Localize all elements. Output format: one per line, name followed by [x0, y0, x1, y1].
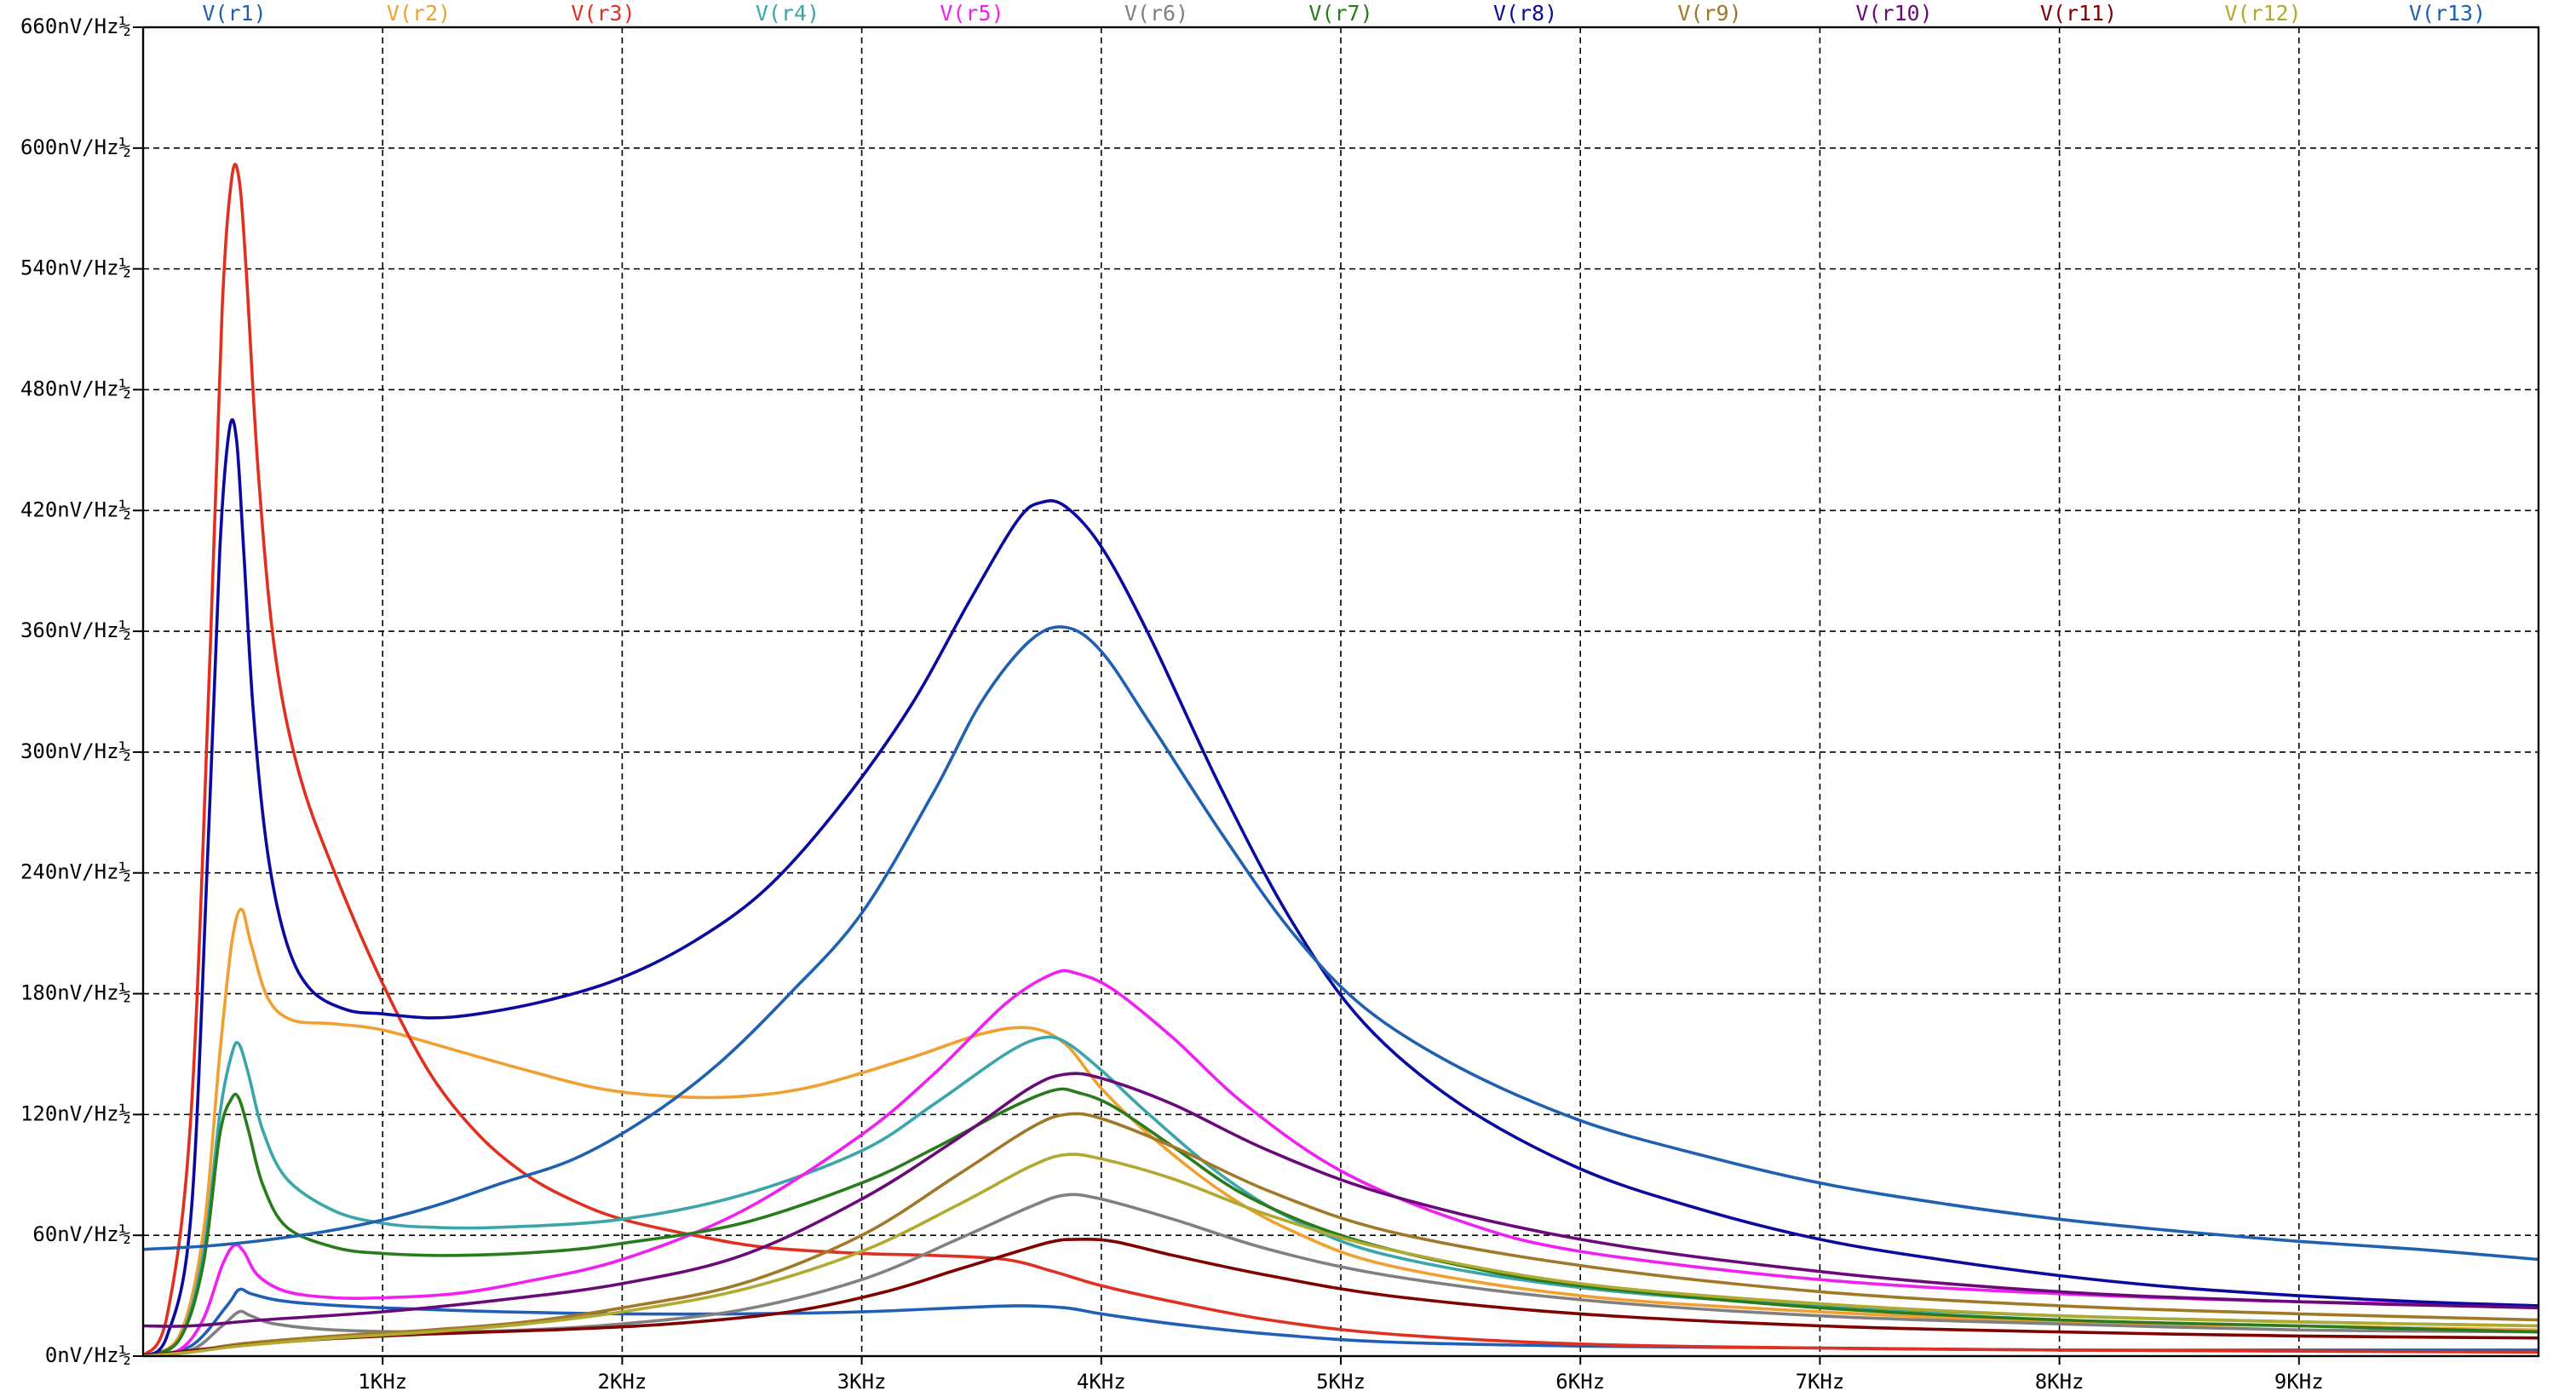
series-lines [143, 163, 2539, 1356]
x-tick-label: 1KHz [358, 1370, 407, 1394]
y-tick-label: 480nV/Hz½ [20, 377, 131, 400]
legend-entry-vr6[interactable]: V(r6) [1124, 1, 1188, 26]
y-tick-label: 240nV/Hz½ [20, 860, 131, 884]
y-tick-label: 660nV/Hz½ [20, 14, 131, 38]
y-tick-label: 420nV/Hz½ [20, 497, 131, 521]
legend-entry-vr7[interactable]: V(r7) [1308, 1, 1372, 26]
series-line-vr9 [143, 1112, 2539, 1356]
y-tick-label: 300nV/Hz½ [20, 739, 131, 763]
y-tick-label: 600nV/Hz½ [20, 135, 131, 159]
series-line-vr13 [143, 625, 2539, 1262]
legend-entry-vr8[interactable]: V(r8) [1493, 1, 1557, 26]
legend-entry-vr4[interactable]: V(r4) [756, 1, 819, 26]
series-line-vr11 [143, 1238, 2539, 1356]
series-line-vr5 [143, 969, 2539, 1356]
series-line-vr12 [143, 1153, 2539, 1356]
series-line-vr10 [143, 1072, 2539, 1328]
legend-entry-vr12[interactable]: V(r12) [2224, 1, 2301, 26]
legend-entry-vr11[interactable]: V(r11) [2040, 1, 2117, 26]
grid [143, 27, 2539, 1356]
legend-entry-vr13[interactable]: V(r13) [2409, 1, 2486, 26]
series-line-vr2 [143, 907, 2539, 1356]
legend-entry-vr1[interactable]: V(r1) [202, 1, 266, 26]
legend-entry-vr3[interactable]: V(r3) [571, 1, 635, 26]
y-tick-label: 360nV/Hz½ [20, 618, 131, 642]
legend[interactable]: V(r1) V(r2) V(r3) V(r4) V(r5) V(r6) V(r7) V(r8)… [202, 1, 2486, 26]
x-axis-ticks: 1KHz 2KHz 3KHz 4KHz 5KHz 6KHz 7KHz 8KHz 9KHz [358, 1356, 2324, 1394]
y-tick-label: 60nV/Hz½ [32, 1222, 131, 1246]
legend-entry-vr10[interactable]: V(r10) [1855, 1, 1932, 26]
x-tick-label: 7KHz [1796, 1370, 1845, 1394]
y-axis-ticks: 0nV/Hz½ 60nV/Hz½ 120nV/Hz½ 180nV/Hz½ 240nV/H… [20, 14, 143, 1367]
x-tick-label: 4KHz [1077, 1370, 1126, 1394]
series-line-vr8 [143, 417, 2539, 1356]
x-tick-label: 6KHz [1555, 1370, 1605, 1394]
y-tick-label: 180nV/Hz½ [20, 981, 131, 1005]
legend-entry-vr9[interactable]: V(r9) [1677, 1, 1741, 26]
series-line-vr3 [143, 163, 2539, 1356]
x-tick-label: 8KHz [2035, 1370, 2084, 1394]
x-tick-label: 9KHz [2274, 1370, 2324, 1394]
legend-entry-vr5[interactable]: V(r5) [940, 1, 1003, 26]
x-tick-label: 5KHz [1316, 1370, 1366, 1394]
y-tick-label: 0nV/Hz½ [45, 1343, 131, 1367]
y-tick-label: 120nV/Hz½ [20, 1101, 131, 1125]
series-line-vr7 [143, 1087, 2539, 1356]
x-tick-label: 3KHz [837, 1370, 887, 1394]
legend-entry-vr2[interactable]: V(r2) [387, 1, 451, 26]
x-tick-label: 2KHz [598, 1370, 647, 1394]
y-tick-label: 540nV/Hz½ [20, 256, 131, 280]
series-line-vr6 [143, 1193, 2539, 1356]
